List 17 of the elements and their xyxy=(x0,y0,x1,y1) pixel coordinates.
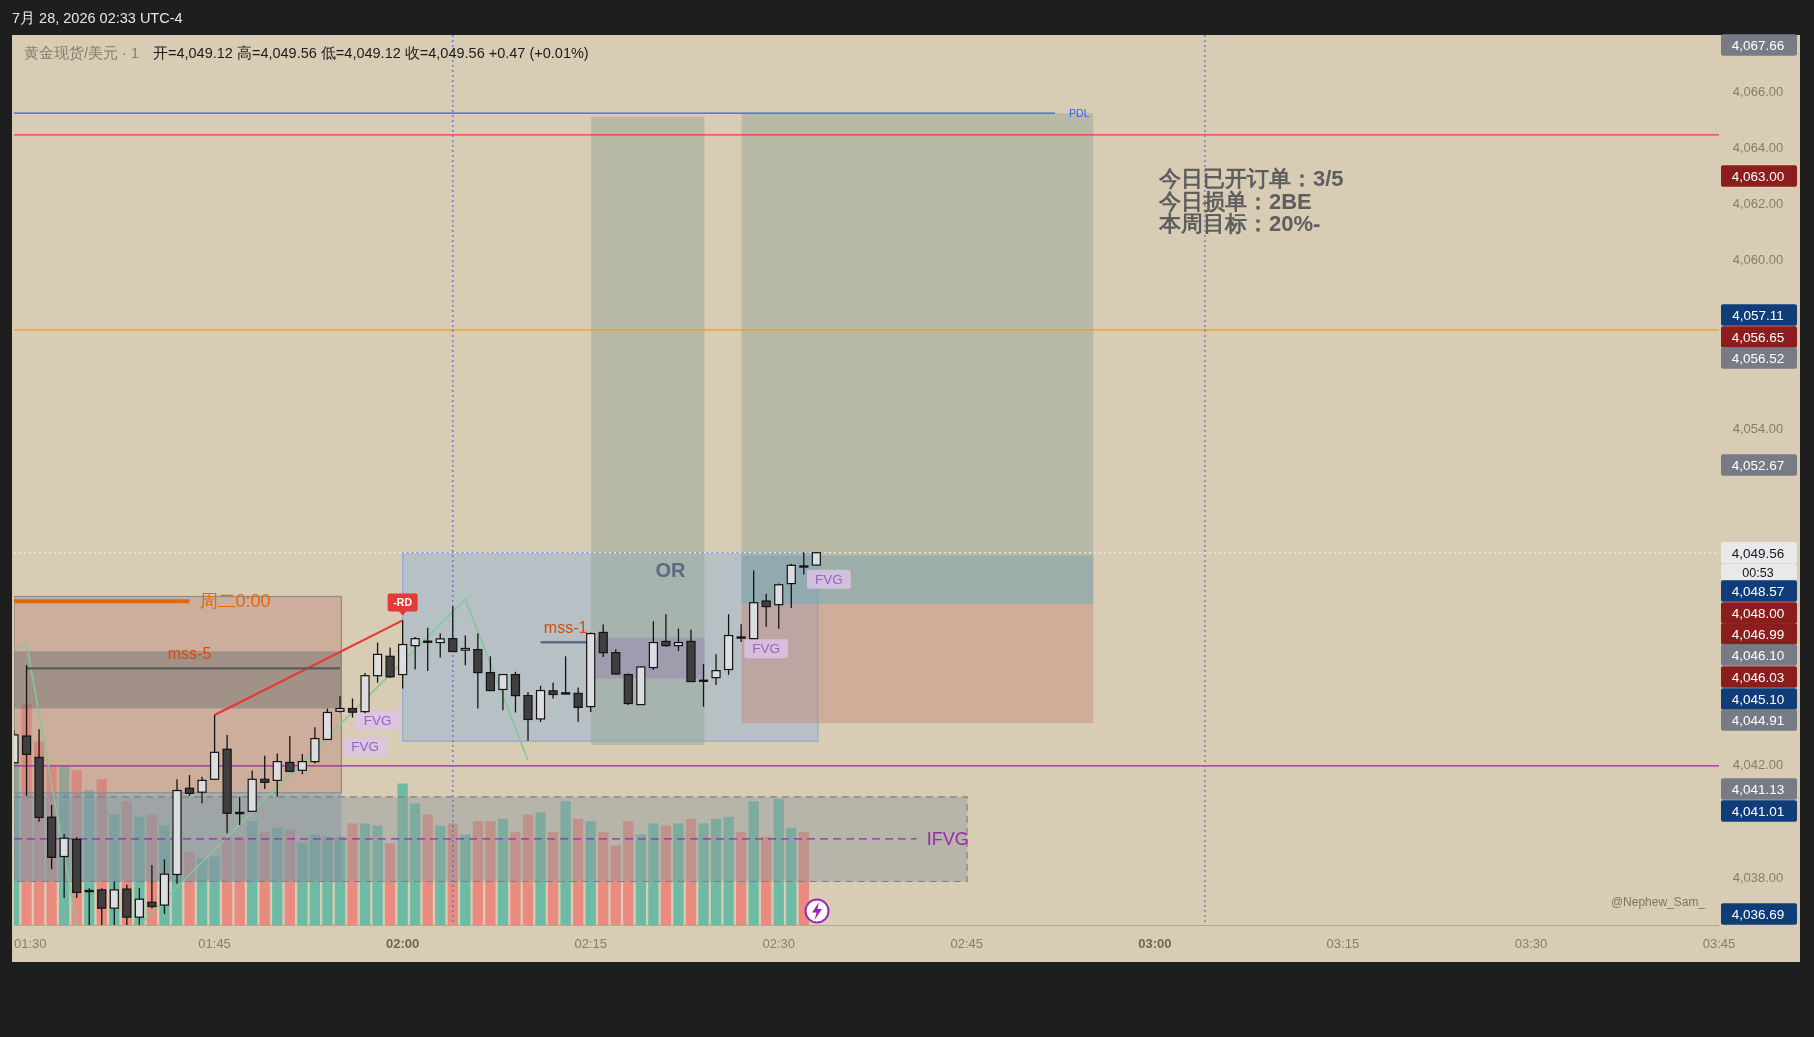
subtitle: 开=4,049.12 高=4,049.56 低=4,049.12 收=4,049.56 +0.47 (+0.01%) xyxy=(153,45,589,61)
annotation: 今日损单：2BE xyxy=(1159,189,1312,214)
annotation: 7月 28, 2026 02:33 UTC-4 xyxy=(12,10,183,26)
note: FVG xyxy=(355,711,400,731)
note: FVG xyxy=(343,737,387,757)
annotation: FVG xyxy=(752,641,781,657)
annotation: mss-5 xyxy=(167,645,212,663)
annotation: 今日已开订单：3/5 xyxy=(1159,166,1344,191)
annotation: @Nephew_Sam_ xyxy=(1610,895,1706,909)
series-label: -RD xyxy=(393,596,413,609)
annotation: FVG xyxy=(351,739,379,755)
ref-line-label: 4,049.56 xyxy=(1731,545,1785,561)
annotation: FVG xyxy=(815,571,843,587)
annotation: FVG xyxy=(363,713,392,729)
title: 黄金现货/美元 · 1 xyxy=(24,45,139,61)
annotation: mss-1 xyxy=(543,619,588,637)
note: FVG xyxy=(744,639,789,659)
